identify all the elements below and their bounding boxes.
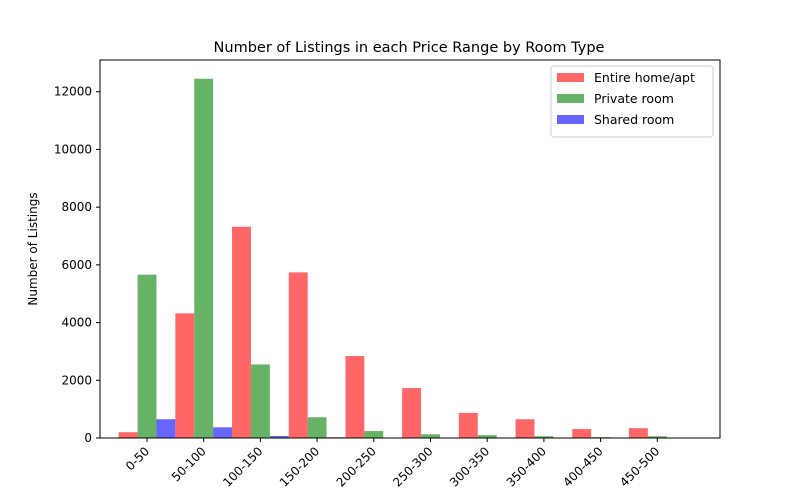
bar-entire-home-apt-250-300 [402, 388, 422, 438]
x-tick-label: 100-150 [220, 444, 265, 489]
bar-entire-home-apt-300-350 [458, 412, 478, 438]
bar-private-room-50-100 [194, 78, 214, 438]
x-tick-label: 300-350 [447, 444, 492, 489]
chart-title: Number of Listings in each Price Range b… [214, 40, 605, 56]
bar-entire-home-apt-200-250 [345, 356, 365, 438]
legend-label: Private room [594, 91, 674, 106]
legend-swatch [557, 94, 584, 103]
bar-private-room-0-50 [137, 274, 157, 438]
bar-private-room-200-250 [364, 431, 384, 438]
legend-box [550, 65, 714, 138]
bar-entire-home-apt-450-500 [628, 428, 648, 438]
legend: Entire home/apt Private room Shared room [550, 65, 714, 138]
bar-shared-room-0-50 [156, 419, 176, 438]
bar-private-room-300-350 [477, 435, 497, 438]
bar-private-room-150-200 [307, 417, 327, 438]
x-tick-label: 150-200 [277, 444, 322, 489]
bar-private-room-450-500 [647, 436, 667, 438]
bar-private-room-100-150 [250, 364, 270, 438]
bar-shared-room-100-150 [269, 435, 289, 438]
plot-frame [99, 59, 721, 439]
bar-entire-home-apt-350-400 [515, 419, 535, 438]
x-tick-label: 450-500 [617, 444, 662, 489]
y-tick-label: 6000 [61, 258, 92, 272]
y-tick-label: 8000 [61, 200, 92, 214]
y-tick-label: 4000 [61, 316, 92, 330]
legend-label: Entire home/apt [594, 70, 695, 85]
bars-layer [118, 78, 686, 438]
legend-swatch [557, 73, 584, 82]
x-tick-label: 250-300 [390, 444, 435, 489]
x-tick-label: 350-400 [504, 444, 549, 489]
legend-label: Shared room [594, 112, 674, 127]
bar-entire-home-apt-50-100 [175, 313, 195, 438]
x-tick-label: 400-450 [560, 444, 605, 489]
y-tick-label: 2000 [61, 373, 92, 387]
x-tick-label: 0-50 [123, 444, 152, 473]
bar-private-room-350-400 [534, 436, 554, 438]
y-tick-label: 10000 [54, 142, 92, 156]
bar-private-room-250-300 [421, 434, 440, 438]
x-tick-label: 50-100 [169, 444, 209, 484]
legend-swatch [557, 115, 584, 124]
bar-entire-home-apt-0-50 [118, 432, 138, 438]
x-tick-label: 200-250 [334, 444, 379, 489]
bar-entire-home-apt-400-450 [572, 429, 592, 438]
y-tick-label: 12000 [54, 85, 92, 99]
y-axis-label: Number of Listings [26, 192, 40, 305]
bar-entire-home-apt-100-150 [232, 226, 251, 438]
bar-entire-home-apt-150-200 [288, 272, 308, 438]
bar-shared-room-50-100 [213, 427, 233, 438]
y-tick-label: 0 [84, 431, 92, 445]
